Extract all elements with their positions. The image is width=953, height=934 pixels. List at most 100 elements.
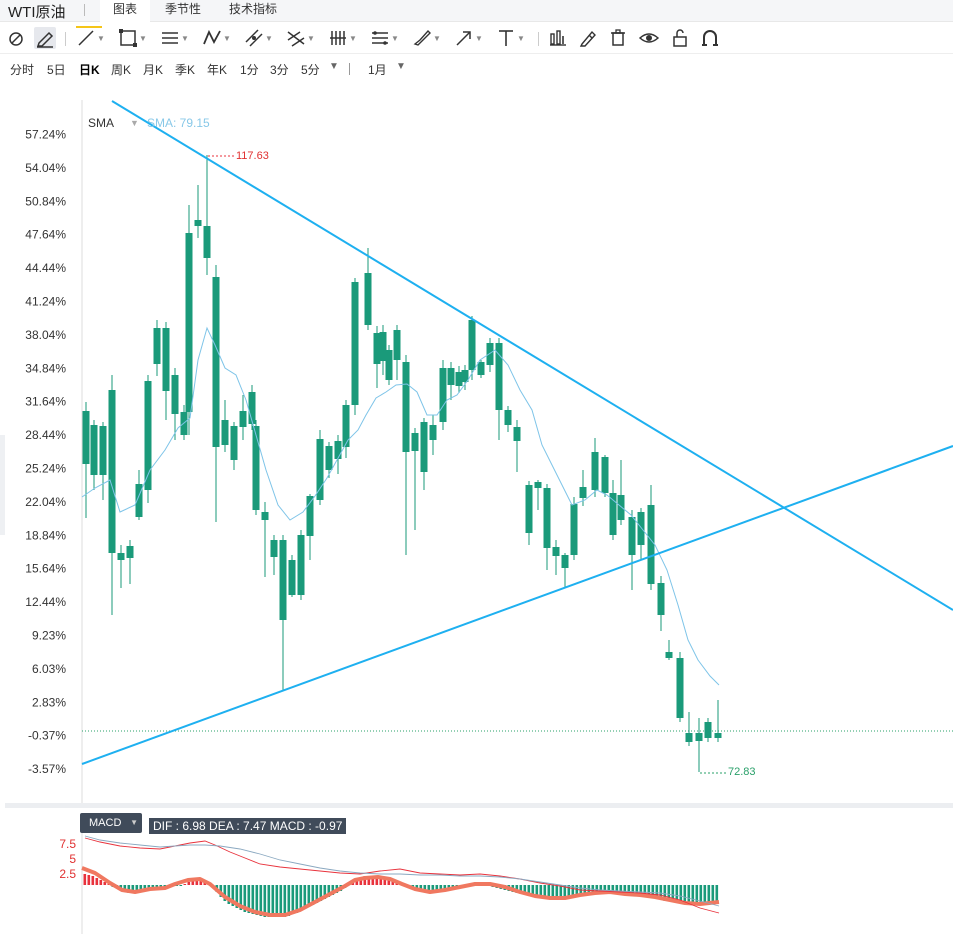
eye-icon[interactable] — [638, 27, 660, 49]
candle — [609, 480, 617, 540]
rectangle-tool-icon[interactable]: ▼ — [118, 27, 147, 49]
tab-chart[interactable]: 图表 — [100, 0, 151, 22]
candle-body — [704, 722, 712, 738]
candle-body — [429, 425, 437, 440]
macd-histogram-bar — [651, 885, 655, 898]
pencil-edit-icon[interactable] — [34, 27, 56, 49]
macd-histogram-bar — [231, 885, 235, 906]
candle-body — [402, 362, 410, 452]
period-quarterly[interactable]: 季K — [175, 63, 196, 77]
macd-histogram-bar — [87, 875, 91, 885]
pen-icon[interactable] — [578, 27, 598, 49]
brush-tool-icon[interactable]: ▼ — [412, 27, 441, 49]
sma-indicator-label[interactable]: SMA — [88, 116, 115, 130]
macd-histogram-bar — [671, 885, 675, 902]
price-axis-label: 44.44% — [25, 261, 66, 275]
tab-technical-indicators[interactable]: 技术指标 — [229, 2, 278, 16]
macd-histogram-bar — [387, 878, 391, 885]
macd-histogram-bar — [595, 885, 599, 893]
bar-chart-icon[interactable] — [548, 27, 568, 49]
fibonacci-icon[interactable]: ▼ — [370, 27, 399, 49]
macd-histogram-bar — [431, 885, 435, 893]
candle — [534, 480, 542, 510]
macd-dropdown-icon: ▼ — [130, 818, 138, 827]
macd-axis-label: 5 — [69, 852, 76, 866]
macd-histogram-bar — [623, 885, 627, 894]
period-5day[interactable]: 5日 — [47, 63, 66, 77]
price-axis-label: 57.24% — [25, 128, 66, 142]
macd-histogram-bar — [439, 885, 443, 891]
parallel-channel-icon[interactable]: ▼ — [244, 27, 273, 49]
candle-body — [373, 333, 381, 364]
candle — [447, 362, 455, 400]
candle-body — [135, 484, 143, 517]
macd-histogram-bar — [695, 885, 699, 905]
line-tool-icon[interactable]: ▼ — [76, 27, 105, 49]
macd-histogram-bar — [663, 885, 667, 901]
trash-icon[interactable] — [608, 27, 628, 49]
range-selector[interactable]: 1月 — [368, 63, 387, 77]
sma-dropdown-icon[interactable]: ▼ — [130, 118, 139, 128]
macd-histogram-bar — [627, 885, 631, 894]
macd-indicator-button[interactable]: MACD ▼ — [80, 813, 142, 833]
macd-histogram-bar — [419, 885, 423, 891]
macd-histogram-bar — [199, 881, 203, 885]
pane-divider[interactable] — [5, 803, 953, 808]
header-bar: WTI原油 图表 季节性 技术指标 — [0, 0, 953, 22]
period-more-dropdown-icon[interactable]: ▼ — [329, 61, 339, 72]
candle — [495, 338, 503, 440]
macd-histogram-bar — [283, 885, 287, 917]
candlestick-chart[interactable]: 57.24% 54.04% 50.84% 47.64% 44.44% 41.24% 38.0… — [0, 100, 953, 803]
candle — [194, 185, 202, 238]
period-daily[interactable]: 日K — [79, 63, 100, 77]
magnet-u-icon[interactable] — [700, 27, 720, 49]
candle-body — [230, 426, 238, 460]
period-yearly[interactable]: 年K — [207, 63, 228, 77]
macd-histogram-bar — [599, 885, 603, 893]
macd-histogram-bar — [539, 885, 543, 897]
gann-fan-icon[interactable]: ▼ — [330, 31, 357, 45]
macd-histogram-bar — [255, 885, 259, 915]
magnet-icon[interactable] — [6, 27, 26, 49]
macd-chart[interactable]: 7.552.5 — [0, 833, 953, 934]
period-1min[interactable]: 1分 — [240, 63, 259, 77]
toolbar-divider — [65, 32, 66, 46]
candle — [153, 320, 161, 376]
candle — [579, 470, 587, 506]
macd-histogram-bar — [363, 876, 367, 885]
candle — [334, 435, 342, 474]
period-intraday[interactable]: 分时 — [10, 63, 35, 77]
text-tool-icon[interactable]: ▼ — [499, 30, 525, 46]
pattern-tool-icon[interactable]: ▼ — [202, 27, 231, 49]
macd-histogram-bar — [367, 876, 371, 885]
candle — [144, 375, 152, 503]
macd-histogram-bar — [151, 885, 155, 888]
candle-body — [334, 441, 342, 459]
period-5min[interactable]: 5分 — [301, 63, 320, 77]
fork-tool-icon[interactable]: ▼ — [286, 27, 315, 49]
period-weekly[interactable]: 周K — [111, 63, 132, 77]
macd-histogram-bar — [195, 880, 199, 885]
macd-histogram-bar — [643, 885, 647, 896]
candle — [657, 576, 665, 631]
macd-histogram-bar — [655, 885, 659, 899]
macd-histogram-bar — [303, 885, 307, 909]
horizontal-lines-icon[interactable]: ▼ — [162, 32, 189, 44]
ascending-trendline — [81, 445, 953, 765]
range-dropdown-icon[interactable]: ▼ — [396, 61, 406, 72]
macd-histogram-bar — [275, 885, 279, 917]
macd-histogram-bar — [131, 885, 135, 893]
candle-body — [561, 555, 569, 568]
tab-seasonality[interactable]: 季节性 — [165, 2, 202, 16]
unlock-icon[interactable] — [670, 27, 690, 49]
period-3min[interactable]: 3分 — [270, 63, 289, 77]
candle-body — [239, 411, 247, 427]
candle-body — [455, 372, 463, 386]
macd-histogram-bar — [699, 885, 703, 904]
left-collapse-handle[interactable] — [0, 435, 5, 535]
candle-body — [695, 733, 703, 741]
header-divider — [84, 4, 85, 16]
candle-body — [153, 328, 161, 364]
period-monthly[interactable]: 月K — [143, 63, 164, 77]
arrow-tool-icon[interactable]: ▼ — [454, 27, 483, 49]
